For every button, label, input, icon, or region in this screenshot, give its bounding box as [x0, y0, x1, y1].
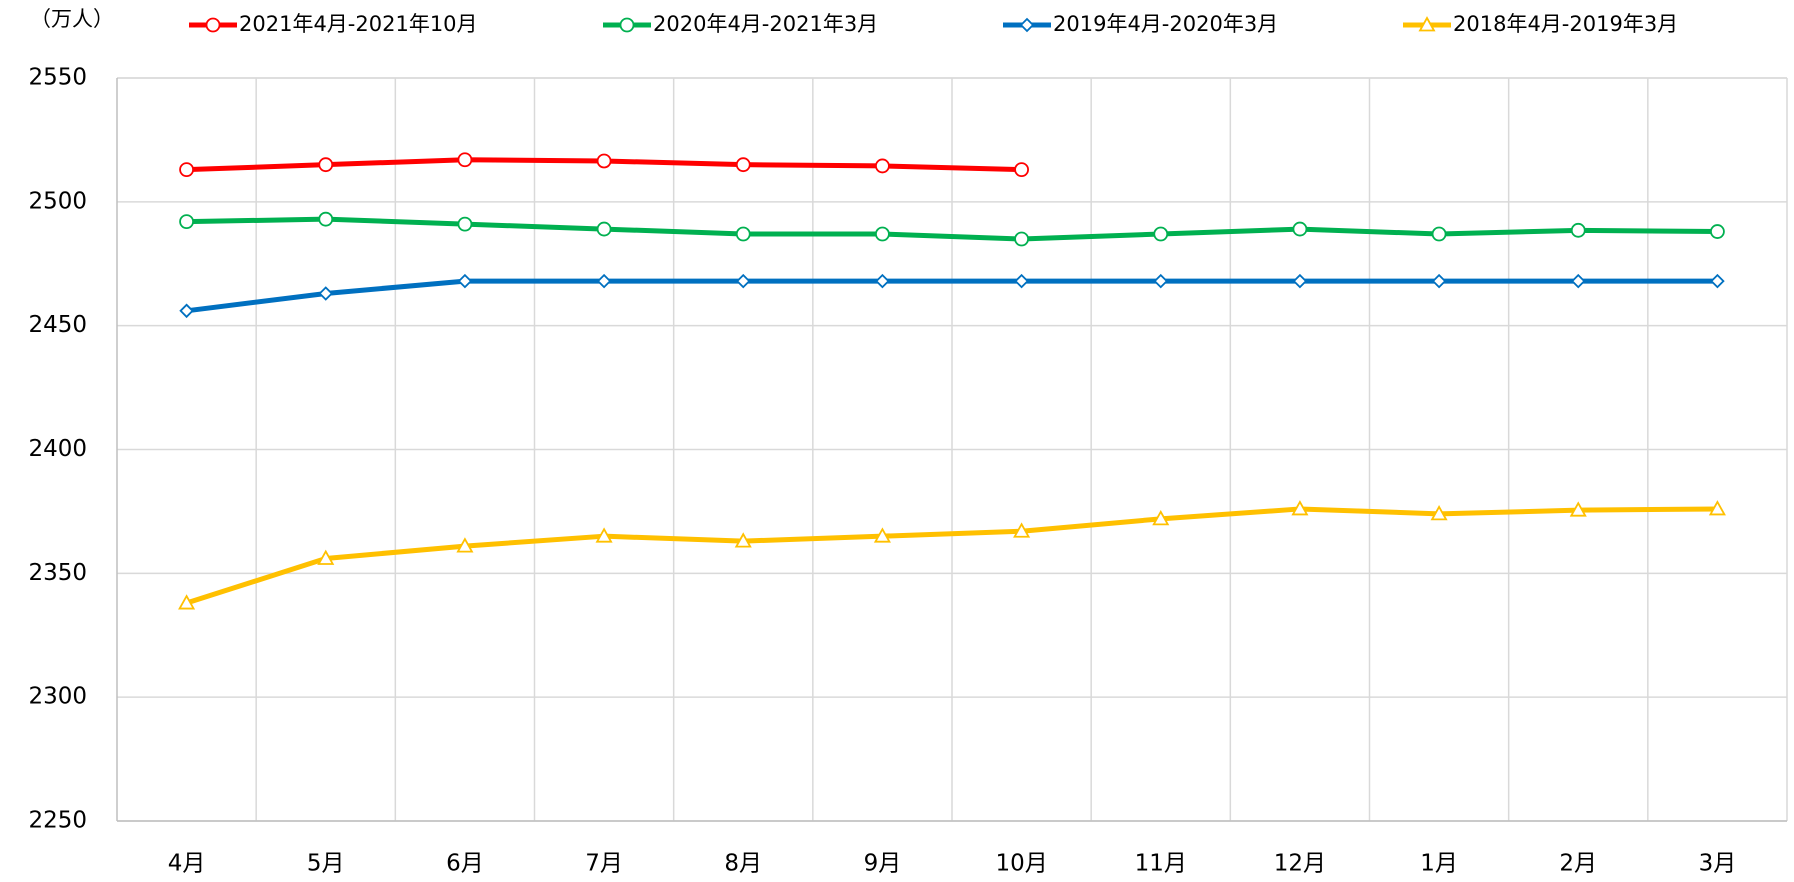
point [317, 549, 335, 565]
point [734, 532, 752, 548]
y-tick-label: 2500 [28, 188, 87, 214]
point [1292, 273, 1308, 289]
line [186, 278, 1718, 314]
x-tick-label: 9月 [864, 851, 902, 877]
point [1710, 224, 1725, 239]
point [1014, 231, 1029, 247]
y-tick-label: 2250 [28, 808, 87, 834]
y-tick-label: 2450 [28, 312, 87, 338]
point [875, 226, 890, 242]
legend-label: 2018年4月-2019年3月 [1453, 12, 1678, 36]
x-tick-label: 4月 [168, 851, 206, 877]
point [1710, 273, 1725, 289]
line [185, 506, 1718, 606]
point [735, 273, 751, 289]
point [875, 158, 890, 174]
point [1708, 500, 1726, 516]
point [1014, 162, 1029, 178]
x-tick-label: 7月 [585, 851, 623, 877]
point [735, 157, 751, 173]
x-tick-label: 12月 [1274, 851, 1326, 877]
point [596, 221, 612, 237]
point [1013, 522, 1031, 538]
point [457, 273, 473, 289]
point [1292, 221, 1308, 237]
legend-label: 2020年4月-2021年3月 [653, 12, 878, 36]
point [596, 273, 612, 289]
x-tick-label: 3月 [1699, 851, 1737, 877]
point [595, 527, 613, 543]
y-tick-label: 2400 [28, 436, 87, 462]
legend-marker [205, 17, 221, 33]
point [318, 211, 334, 227]
point [318, 157, 334, 173]
point [457, 216, 473, 232]
point [875, 273, 890, 289]
point [178, 594, 196, 610]
point [1014, 273, 1029, 289]
x-tick-label: 6月 [446, 851, 484, 877]
legend-marker [619, 17, 635, 33]
legend-label: 2021年4月-2021年10月 [239, 12, 478, 36]
point [1430, 505, 1448, 521]
x-tick-label: 8月 [724, 851, 762, 877]
point [1431, 226, 1447, 242]
point [1431, 273, 1447, 289]
y-tick-label: 2300 [28, 684, 87, 710]
point [1570, 273, 1586, 289]
legend-label: 2019年4月-2020年3月 [1053, 12, 1278, 36]
point [1152, 510, 1170, 526]
point [456, 537, 474, 553]
x-tick-label: 10月 [995, 851, 1047, 877]
line [186, 216, 1718, 242]
y-tick-label: 2350 [28, 560, 87, 586]
y-tick-label: 2550 [28, 65, 87, 91]
x-tick-label: 11月 [1135, 851, 1187, 877]
point [1570, 222, 1586, 238]
point [457, 152, 473, 168]
x-tick-label: 5月 [307, 851, 345, 877]
point [1291, 500, 1309, 516]
point [318, 286, 334, 301]
point [1569, 501, 1587, 517]
x-tick-label: 2月 [1559, 851, 1597, 877]
point [1153, 226, 1169, 242]
point [596, 153, 612, 169]
x-tick-label: 1月 [1420, 851, 1458, 877]
point [179, 162, 194, 178]
unit-label: （万人） [30, 7, 114, 31]
point [873, 527, 891, 543]
point [179, 303, 194, 319]
legend-marker [1418, 16, 1436, 32]
legend-marker [1019, 17, 1035, 33]
point [1153, 273, 1169, 289]
point [735, 226, 751, 242]
point [179, 214, 194, 230]
